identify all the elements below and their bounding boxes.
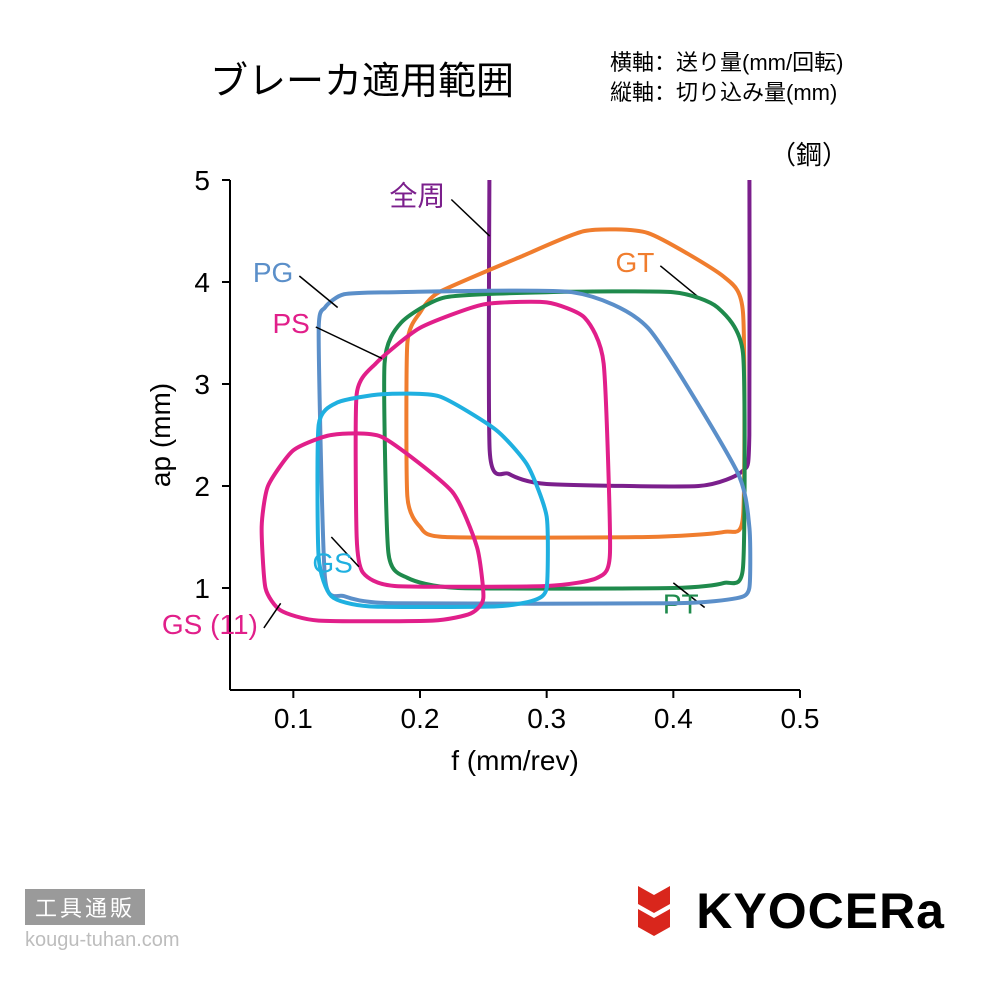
y-axis-note: 縦軸：切り込み量(mm) xyxy=(610,78,843,108)
svg-text:0.1: 0.1 xyxy=(274,703,313,734)
svg-text:f (mm/rev): f (mm/rev) xyxy=(451,745,579,776)
series-label-PS: PS xyxy=(272,308,309,339)
material-label: （鋼） xyxy=(770,135,848,172)
breaker-chart: 0.10.20.30.40.512345f (mm/rev)ap (mm)全周G… xyxy=(145,170,845,790)
svg-text:0.3: 0.3 xyxy=(527,703,566,734)
kyocera-logo: KYOCERa xyxy=(622,882,945,940)
svg-text:0.4: 0.4 xyxy=(654,703,693,734)
x-axis-note: 横軸：送り量(mm/回転) xyxy=(610,48,843,78)
series-label-GS11: GS (11) xyxy=(162,609,258,640)
watermark-badge: 工具通販 xyxy=(25,889,145,925)
svg-text:1: 1 xyxy=(194,573,210,604)
svg-text:2: 2 xyxy=(194,471,210,502)
series-PT xyxy=(384,291,744,588)
svg-text:4: 4 xyxy=(194,267,210,298)
svg-text:5: 5 xyxy=(194,165,210,196)
kyocera-logo-text: KYOCERa xyxy=(696,882,945,940)
axis-notes: 横軸：送り量(mm/回転) 縦軸：切り込み量(mm) xyxy=(610,48,843,107)
series-label-全周: 全周 xyxy=(389,181,445,212)
series-label-GS: GS xyxy=(312,548,352,579)
chart-title: ブレーカ適用範囲 xyxy=(210,50,514,105)
series-label-GT: GT xyxy=(615,247,654,278)
series-GS11 xyxy=(262,433,484,621)
series-label-PG: PG xyxy=(253,257,293,288)
svg-text:3: 3 xyxy=(194,369,210,400)
svg-text:0.2: 0.2 xyxy=(401,703,440,734)
watermark-url: kougu-tuhan.com xyxy=(25,929,180,952)
kyocera-logo-icon xyxy=(622,882,686,940)
svg-text:ap (mm): ap (mm) xyxy=(145,383,176,487)
series-GT xyxy=(406,229,744,537)
svg-text:0.5: 0.5 xyxy=(781,703,820,734)
